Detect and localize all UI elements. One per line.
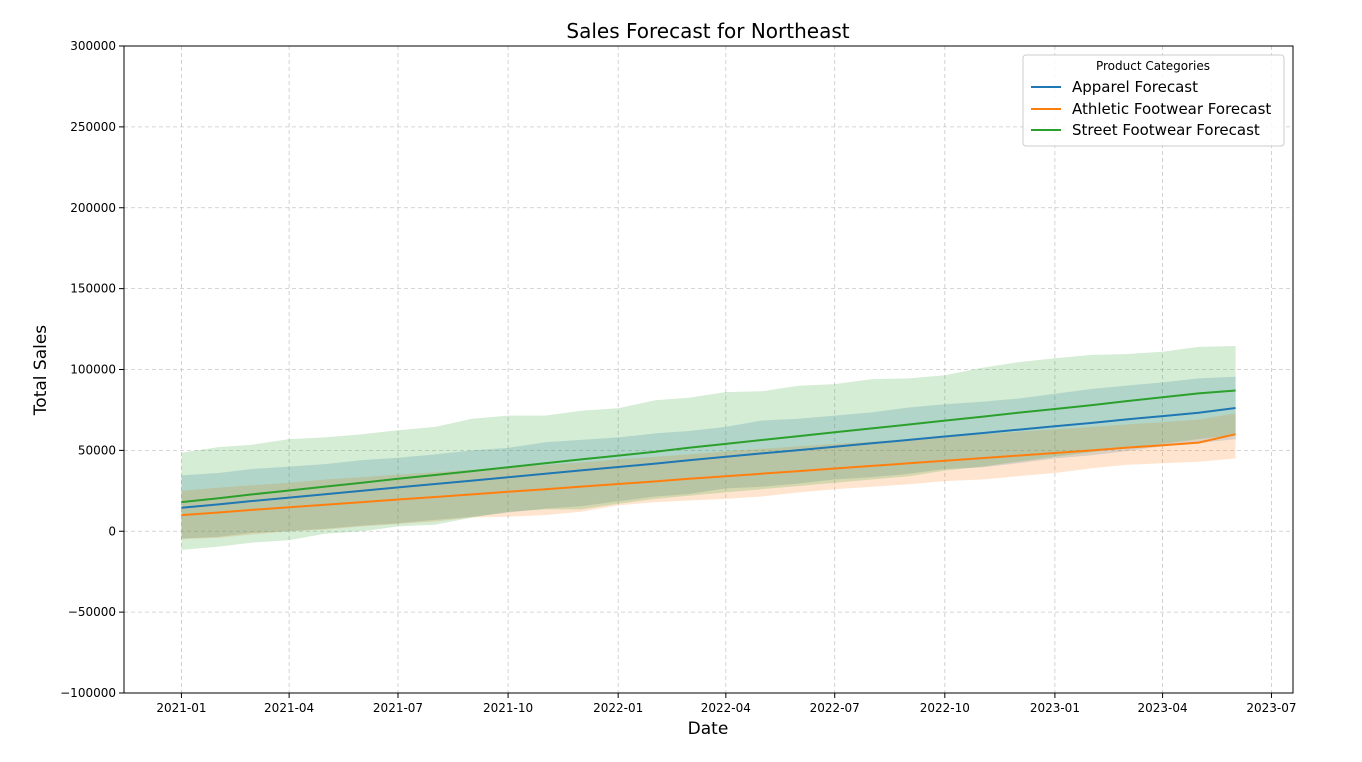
legend-label-street-footwear: Street Footwear Forecast — [1072, 121, 1260, 139]
band-street-footwear-forecast — [181, 346, 1236, 550]
y-axis-ticks: −100000 −50000 0 50000 100000 150000 200000 250… — [60, 39, 124, 700]
y-tick-label: 100000 — [70, 363, 116, 377]
x-tick-label: 2021-04 — [264, 701, 314, 715]
y-tick-label: 250000 — [70, 120, 116, 134]
y-tick-label: 0 — [108, 524, 116, 538]
x-tick-label: 2021-07 — [373, 701, 423, 715]
y-tick-label: −100000 — [60, 686, 116, 700]
line-apparel-forecast — [181, 407, 1236, 509]
x-tick-label: 2022-07 — [810, 701, 860, 715]
x-tick-label: 2023-07 — [1246, 701, 1296, 715]
forecast-lines — [181, 389, 1236, 517]
legend-title: Product Categories — [1096, 59, 1210, 73]
y-tick-label: 50000 — [78, 443, 116, 457]
y-tick-label: 300000 — [70, 39, 116, 53]
line-athletic-footwear-forecast — [181, 433, 1236, 517]
x-tick-label: 2022-10 — [920, 701, 970, 715]
legend-label-athletic-footwear: Athletic Footwear Forecast — [1072, 100, 1271, 118]
y-axis-label: Total Sales — [31, 325, 51, 416]
x-tick-label: 2023-01 — [1030, 701, 1080, 715]
x-tick-label: 2023-04 — [1138, 701, 1188, 715]
band-athletic-footwear-forecast — [181, 413, 1236, 540]
x-axis-ticks: 2021-01 2021-04 2021-07 2021-10 2022-01 2022-… — [156, 693, 1297, 715]
legend-box — [1022, 54, 1285, 147]
legend-label-apparel: Apparel Forecast — [1072, 78, 1198, 96]
confidence-bands — [181, 346, 1236, 550]
y-tick-label: 200000 — [70, 201, 116, 215]
x-tick-label: 2021-01 — [156, 701, 206, 715]
x-tick-label: 2022-01 — [593, 701, 643, 715]
x-tick-label: 2022-04 — [701, 701, 751, 715]
y-tick-label: −50000 — [68, 605, 116, 619]
chart-title: Sales Forecast for Northeast — [566, 19, 849, 43]
line-street-footwear-forecast — [181, 389, 1236, 504]
legend: Product Categories Apparel Forecast Athl… — [1022, 54, 1285, 147]
x-tick-label: 2021-10 — [483, 701, 533, 715]
y-tick-label: 150000 — [70, 282, 116, 296]
x-axis-label: Date — [688, 719, 729, 739]
